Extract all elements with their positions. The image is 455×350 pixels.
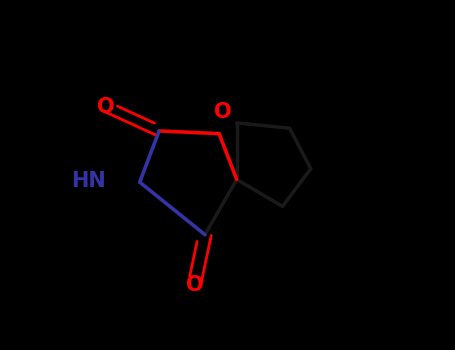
Text: O: O [186, 274, 203, 295]
Text: HN: HN [71, 171, 106, 191]
Text: O: O [97, 97, 115, 117]
Text: O: O [214, 102, 232, 121]
